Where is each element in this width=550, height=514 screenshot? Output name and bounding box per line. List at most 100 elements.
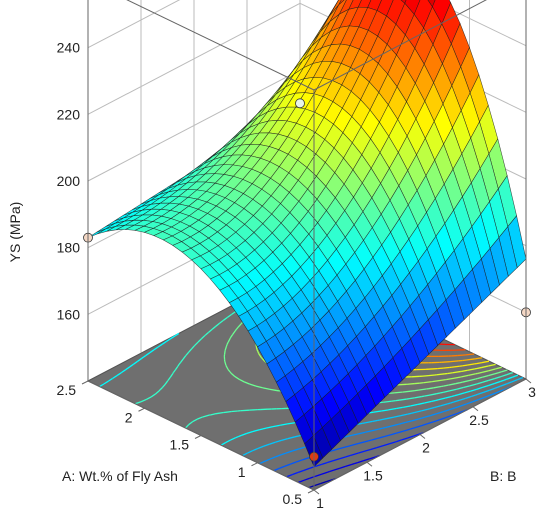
contour-segment <box>194 341 199 346</box>
a-tick-label: 1 <box>238 464 246 480</box>
contour-segment <box>477 381 483 385</box>
contour-segment <box>344 435 348 438</box>
contour-segment <box>365 430 373 433</box>
contour-segment <box>177 363 180 367</box>
contour-segment <box>424 400 432 404</box>
contour-segment <box>158 389 161 392</box>
contour-segment <box>238 378 245 383</box>
contour-segment <box>350 454 353 457</box>
contour-segment <box>450 360 459 363</box>
contour-segment <box>333 458 340 462</box>
contour-segment <box>410 389 416 392</box>
contour-segment <box>437 367 444 370</box>
contour-segment <box>465 353 475 356</box>
contour-segment <box>255 385 263 389</box>
contour-segment <box>377 435 385 439</box>
contour-segment <box>447 372 453 375</box>
contour-segment <box>430 412 438 417</box>
contour-segment <box>135 401 142 405</box>
contour-segment <box>211 325 217 330</box>
contour-segment <box>457 392 465 396</box>
contour-segment <box>234 375 240 380</box>
contour-segment <box>498 371 502 374</box>
contour-segment <box>426 368 435 370</box>
contour-segment <box>159 387 163 391</box>
contour-segment <box>391 423 399 427</box>
contour-segment <box>407 412 412 415</box>
contour-segment <box>294 435 300 438</box>
contour-segment <box>488 368 496 372</box>
contour-segment <box>242 452 248 457</box>
contour-segment <box>410 411 415 414</box>
contour-segment <box>224 345 228 351</box>
contour-segment <box>441 361 450 363</box>
contour-segment <box>381 409 389 412</box>
contour-segment <box>448 383 456 386</box>
contour-segment <box>264 458 271 462</box>
contour-segment <box>455 382 460 385</box>
contour-segment <box>223 350 226 355</box>
contour-segment <box>327 471 330 473</box>
contour-segment <box>224 360 227 366</box>
contour-segment <box>278 439 282 442</box>
contour-segment <box>452 370 461 374</box>
contour-segment <box>476 366 483 370</box>
contour-segment <box>179 358 184 363</box>
contour-segment <box>358 431 366 435</box>
contour-segment <box>462 364 468 367</box>
contour-segment <box>456 410 463 415</box>
contour-segment <box>193 344 196 347</box>
contour-segment <box>481 360 490 364</box>
b-tick-label: 2 <box>422 440 430 456</box>
contour-segment <box>440 403 448 407</box>
contour-segment <box>446 377 455 381</box>
contour-segment <box>192 418 198 423</box>
contour-segment <box>462 379 470 383</box>
contour-segment <box>469 383 477 387</box>
contour-segment <box>161 340 167 345</box>
contour-segment <box>287 436 295 440</box>
contour-segment <box>197 338 202 343</box>
contour-segment <box>461 369 468 372</box>
contour-segment <box>249 383 257 387</box>
contour-segment <box>287 422 295 425</box>
contour-segment <box>364 448 371 452</box>
contour-segment <box>232 330 236 335</box>
contour-segment <box>435 399 439 402</box>
contour-segment <box>120 369 126 374</box>
contour-segment <box>249 408 258 411</box>
contour-segment <box>338 446 346 450</box>
contour-segment <box>315 473 322 477</box>
contour-segment <box>321 471 328 475</box>
contour-segment <box>407 435 414 439</box>
contour-segment <box>459 381 463 384</box>
contour-segment <box>252 447 259 452</box>
contour-segment <box>411 418 419 422</box>
contour-segment <box>428 374 436 377</box>
contour-segment <box>428 387 434 390</box>
contour-segment <box>373 410 382 413</box>
contour-segment <box>391 400 396 402</box>
contour-segment <box>451 365 460 368</box>
contour-segment <box>478 396 485 401</box>
contour-segment <box>161 383 166 389</box>
contour-segment <box>475 357 483 360</box>
contour-segment <box>226 341 229 345</box>
contour-segment <box>500 374 508 378</box>
contour-segment <box>191 345 195 350</box>
contour-segment <box>116 372 122 377</box>
contour-segment <box>215 322 220 327</box>
contour-segment <box>258 353 262 358</box>
b-tick-label: 1.5 <box>363 467 383 483</box>
contour-segment <box>315 463 322 468</box>
contour-segment <box>386 416 395 420</box>
contour-segment <box>383 400 392 403</box>
contour-segment <box>405 420 412 424</box>
contour-segment <box>262 427 267 430</box>
contour-segment <box>149 349 155 354</box>
contour-segment <box>263 443 270 447</box>
contour-segment <box>424 414 431 418</box>
contour-segment <box>291 471 299 476</box>
contour-segment <box>445 415 452 419</box>
contour-segment <box>314 482 321 487</box>
